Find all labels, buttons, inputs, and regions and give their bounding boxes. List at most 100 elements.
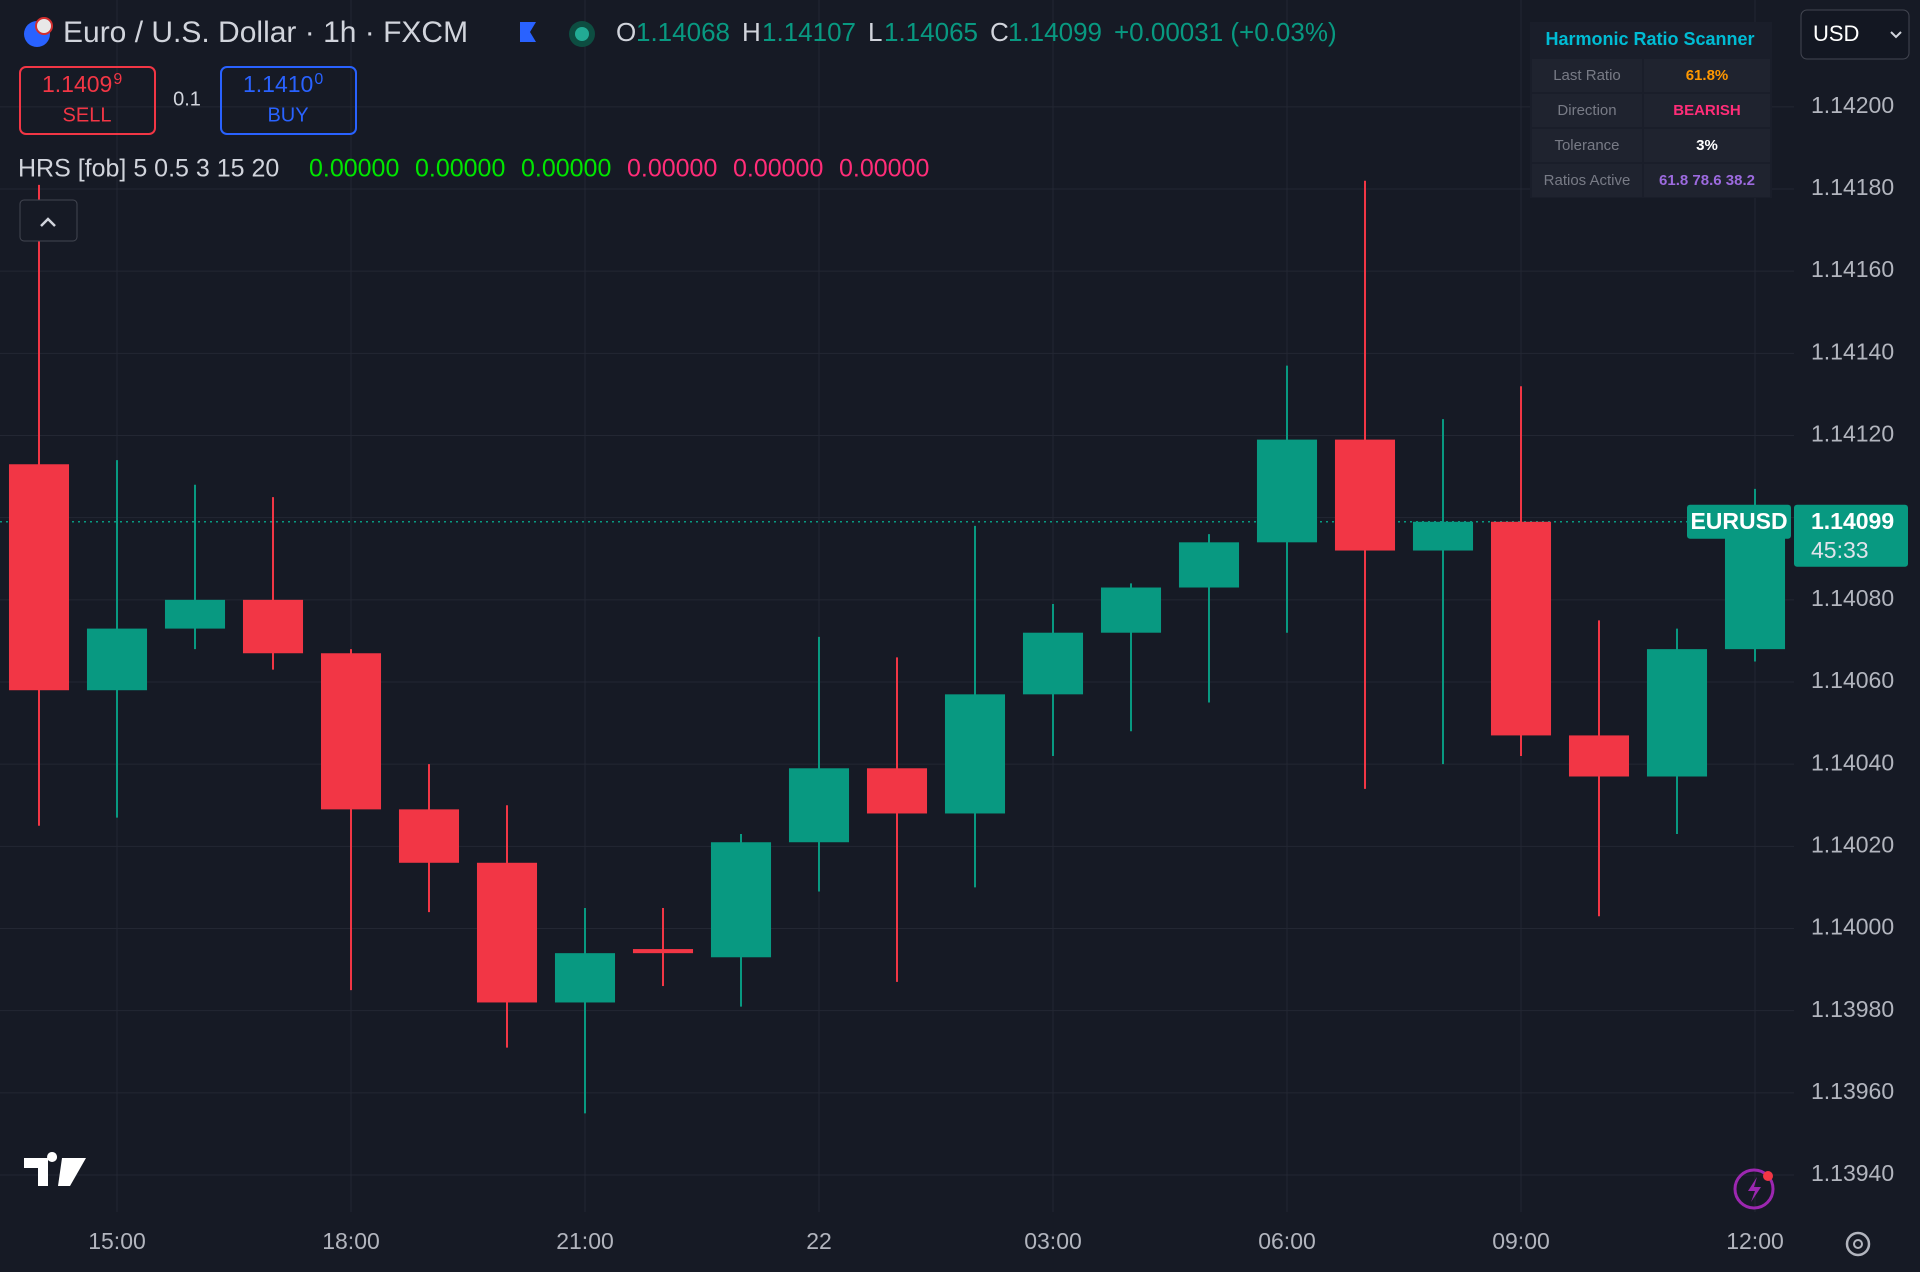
collapse-icon — [40, 217, 56, 227]
logo[interactable] — [24, 1152, 86, 1186]
symbol-title[interactable]: Euro / U.S. Dollar · 1h · FXCM — [63, 16, 468, 49]
y-tick-label: 1.14040 — [1811, 749, 1894, 775]
ohlc-label: H — [742, 17, 761, 47]
x-tick-label: 22 — [806, 1228, 832, 1254]
y-tick-label: 1.14140 — [1811, 338, 1894, 364]
scanner-value: 61.8% — [1686, 67, 1729, 84]
axes: 1.142001.141801.141601.141401.141201.141… — [88, 92, 1908, 1254]
y-tick-label: 1.14000 — [1811, 914, 1894, 940]
alert-icon[interactable] — [1733, 1168, 1775, 1210]
candle-body — [1256, 439, 1318, 543]
candle-body — [632, 949, 694, 954]
currency-select[interactable] — [1800, 9, 1910, 60]
settings-icon-center — [1853, 1239, 1863, 1249]
buy-pip: 0 — [314, 71, 323, 88]
ohlc-value: 1.14065 — [884, 17, 978, 47]
y-tick-label: 1.14200 — [1811, 92, 1894, 118]
scanner-value: 61.8 78.6 38.2 — [1659, 172, 1755, 189]
candle-body — [554, 953, 616, 1003]
y-tick-label: 1.14180 — [1811, 174, 1894, 200]
candle-body — [1568, 735, 1630, 777]
sell-button[interactable] — [19, 66, 156, 135]
indicator-value: 0.00000 — [309, 155, 399, 183]
price-change: +0.00031 (+0.03%) — [1114, 17, 1337, 47]
alert-badge — [1763, 1171, 1773, 1181]
candle-body — [710, 842, 772, 958]
x-tick-label: 18:00 — [322, 1228, 380, 1254]
scanner-cell — [1644, 94, 1770, 127]
x-tick-label: 21:00 — [556, 1228, 614, 1254]
indicator-value: 0.00000 — [839, 155, 929, 183]
sell-price: 1.1409 — [42, 71, 112, 97]
indicator-value: 0.00000 — [521, 155, 611, 183]
sell-pip: 9 — [113, 71, 122, 88]
scanner-cell — [1532, 129, 1642, 162]
countdown-label: 45:33 — [1811, 537, 1869, 563]
candle-body — [1100, 587, 1162, 633]
candle-body — [476, 862, 538, 1003]
y-tick-label: 1.13940 — [1811, 1160, 1894, 1186]
ohlc-label: O — [616, 17, 636, 47]
buy-price: 1.1410 — [243, 71, 313, 97]
symbol-tag-label: EURUSD — [1690, 508, 1787, 534]
candle-body — [164, 599, 226, 629]
ohlc-value: 1.14068 — [636, 17, 730, 47]
currency-label: USD — [1813, 21, 1859, 46]
candle-body — [1022, 632, 1084, 695]
x-tick-label: 03:00 — [1024, 1228, 1082, 1254]
y-tick-label: 1.13960 — [1811, 1078, 1894, 1104]
candle-body — [1724, 521, 1786, 650]
buy-button[interactable] — [220, 66, 357, 135]
candle-body — [398, 809, 460, 863]
candle-body — [1178, 542, 1240, 588]
ohlc-label: L — [868, 17, 882, 47]
candle-body — [788, 768, 850, 843]
scanner-value: BEARISH — [1673, 102, 1741, 119]
scanner-title: Harmonic Ratio Scanner — [1545, 29, 1754, 49]
candle-body — [1412, 521, 1474, 551]
ohlc-value: 1.14099 — [1008, 17, 1102, 47]
candle-body — [86, 628, 148, 691]
candle-body — [1490, 521, 1552, 736]
scanner-cell — [1532, 94, 1642, 127]
indicator-value: 0.00000 — [627, 155, 717, 183]
sell-label: SELL — [63, 104, 112, 126]
candle-body — [242, 599, 304, 654]
y-tick-label: 1.14120 — [1811, 421, 1894, 447]
market-status — [575, 27, 589, 41]
flag-icon[interactable] — [514, 22, 536, 42]
plot — [8, 180, 1786, 1114]
scanner-key: Tolerance — [1554, 137, 1619, 154]
scanner-cell — [1532, 164, 1642, 197]
y-tick-label: 1.14060 — [1811, 667, 1894, 693]
indicator-name[interactable]: HRS [fob] 5 0.5 3 15 20 — [18, 155, 279, 183]
scanner-cell — [1644, 164, 1770, 197]
scanner-key: Direction — [1557, 102, 1616, 119]
last-price-tag — [1794, 504, 1908, 567]
scanner-rows: Last Ratio 61.8% Direction BEARISH Tolerance… — [1532, 59, 1770, 197]
y-tick-label: 1.13980 — [1811, 996, 1894, 1022]
ohlc-label: C — [990, 17, 1009, 47]
x-tick-label: 12:00 — [1726, 1228, 1784, 1254]
lot-size[interactable]: 0.1 — [173, 88, 201, 110]
candle-body — [8, 464, 70, 691]
candle-body — [320, 653, 382, 810]
overlay: Euro / U.S. Dollar · 1h · FXCM O 1.14068… — [18, 9, 1910, 1257]
buy-label: BUY — [267, 104, 308, 126]
candle-body — [1646, 649, 1708, 777]
x-tick-label: 06:00 — [1258, 1228, 1316, 1254]
scanner-key: Last Ratio — [1553, 67, 1621, 84]
candle-body — [1334, 439, 1396, 551]
scanner-cell — [1532, 59, 1642, 92]
indicator-value: 0.00000 — [415, 155, 505, 183]
scanner-key: Ratios Active — [1544, 172, 1631, 189]
settings-icon[interactable] — [1845, 1231, 1871, 1257]
indicator-value: 0.00000 — [733, 155, 823, 183]
last-price-label: 1.14099 — [1811, 508, 1894, 534]
scanner-cell — [1644, 59, 1770, 92]
x-tick-label: 09:00 — [1492, 1228, 1550, 1254]
symbol-icon-flag — [35, 17, 53, 35]
y-tick-label: 1.14020 — [1811, 831, 1894, 857]
